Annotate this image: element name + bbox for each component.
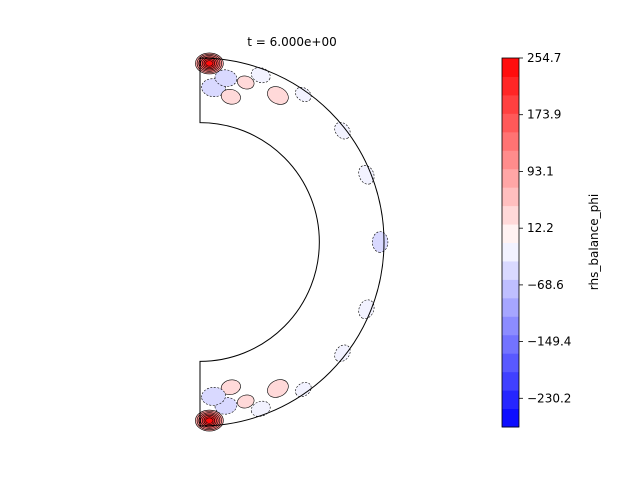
colorbar-band — [502, 131, 519, 151]
contour-feature — [358, 165, 375, 185]
colorbar-band — [502, 242, 519, 262]
contour-feature — [195, 52, 224, 75]
colorbar-ticks: 254.7 173.9 93.1 12.2 −68.6 −149.4 −230.2 — [519, 51, 571, 405]
colorbar-frame — [501, 57, 520, 428]
colorbar-band — [502, 94, 519, 114]
contour-feature — [334, 122, 351, 140]
contour-feature — [295, 382, 312, 397]
contour-feature — [295, 87, 312, 102]
contour-feature — [250, 400, 271, 417]
colorbar-band — [502, 205, 519, 225]
colorbar-band — [502, 279, 519, 299]
colorbar-band — [502, 168, 519, 188]
colorbar-tick-label: −68.6 — [527, 278, 564, 292]
colorbar-tick-label: 12.2 — [527, 221, 554, 235]
contour-feature — [334, 344, 351, 362]
colorbar-band — [502, 408, 519, 428]
contour-feature — [250, 67, 271, 84]
contour-feature — [237, 75, 255, 90]
contour-feature — [267, 86, 289, 105]
colorbar-label: rhs_balance_phi — [587, 194, 601, 290]
contour-field — [195, 52, 389, 432]
plot-title: t = 6.000e+00 — [247, 35, 336, 49]
colorbar-band — [502, 297, 519, 317]
contour-feature — [372, 231, 389, 253]
contour-feature — [267, 379, 289, 398]
colorbar-band — [502, 316, 519, 336]
colorbar-tick-label: 173.9 — [527, 108, 561, 122]
contour-feature — [214, 69, 238, 87]
colorbar-band — [502, 260, 519, 280]
contour-feature — [201, 387, 226, 406]
shell-outline — [199, 57, 385, 427]
colorbar-tick-label: −149.4 — [527, 335, 571, 349]
colorbar: 254.7 173.9 93.1 12.2 −68.6 −149.4 −230.2 rhs_… — [501, 51, 601, 428]
colorbar-tick-label: 93.1 — [527, 164, 554, 178]
colorbar-band — [502, 58, 519, 77]
contour-feature — [358, 299, 375, 319]
colorbar-bands — [502, 58, 519, 428]
colorbar-band — [502, 150, 519, 170]
contour-feature — [237, 394, 255, 409]
colorbar-band — [502, 224, 519, 243]
colorbar-tick-label: −230.2 — [527, 391, 571, 405]
colorbar-band — [502, 390, 519, 410]
colorbar-band — [502, 187, 519, 207]
colorbar-tick-label: 254.7 — [527, 51, 561, 65]
colorbar-band — [502, 371, 519, 391]
contour-feature — [220, 89, 241, 105]
colorbar-band — [502, 76, 519, 96]
colorbar-band — [502, 113, 519, 133]
colorbar-band — [502, 353, 519, 373]
colorbar-band — [502, 334, 519, 354]
